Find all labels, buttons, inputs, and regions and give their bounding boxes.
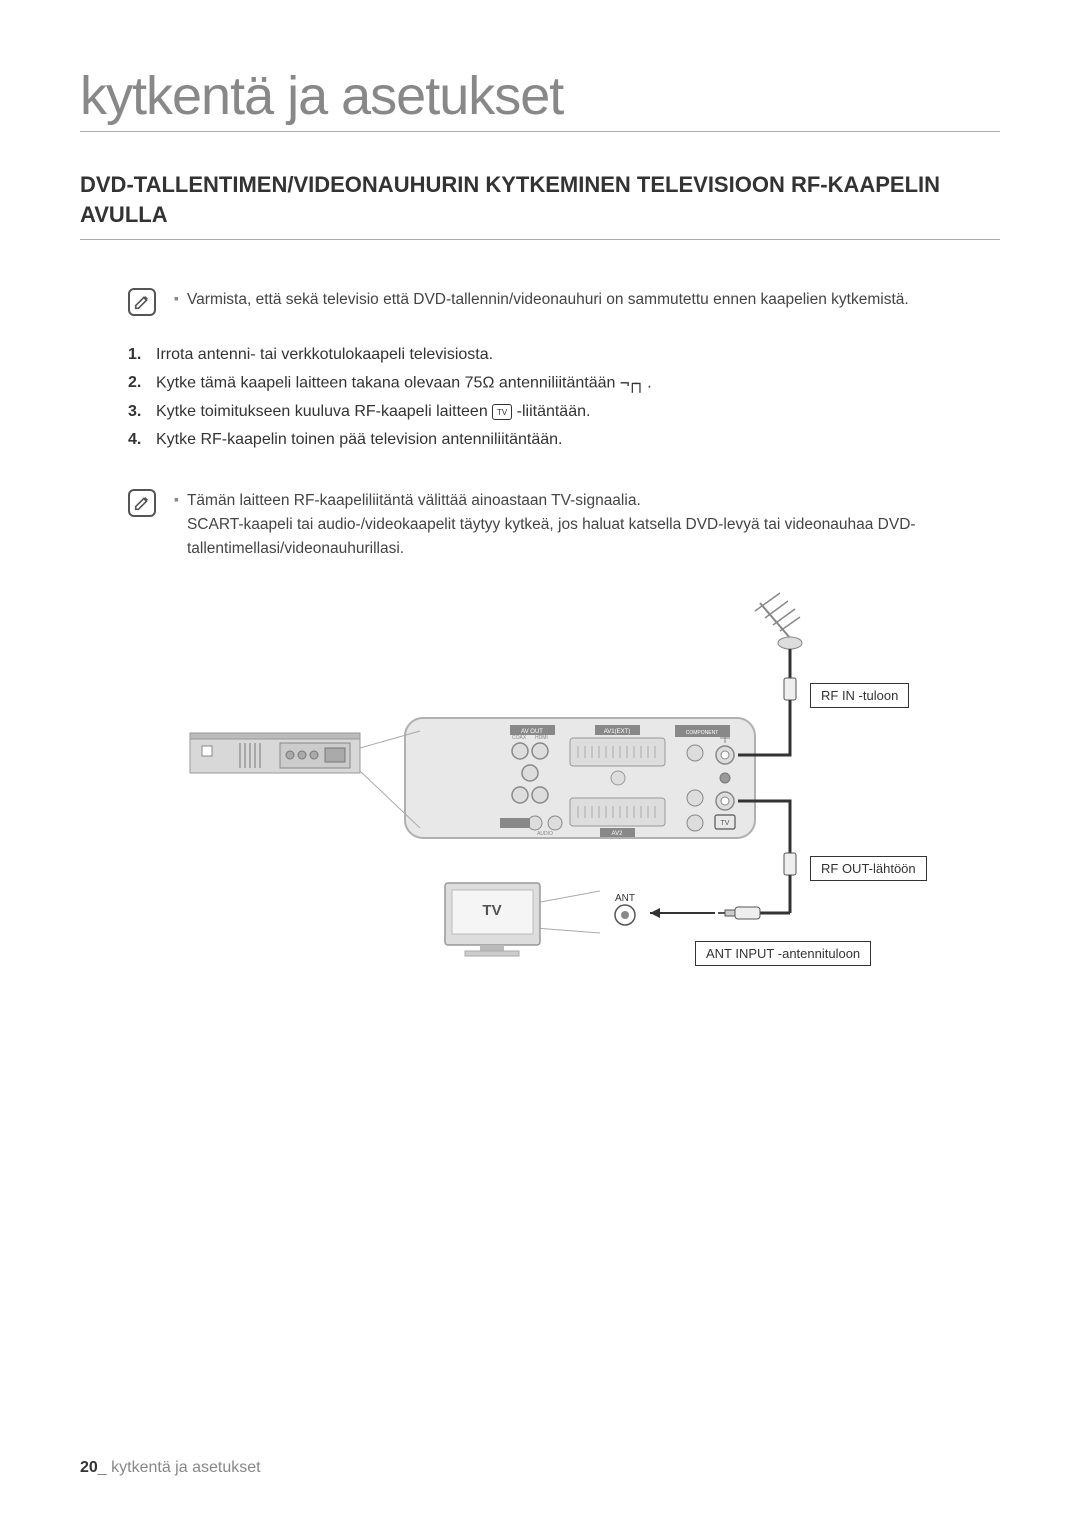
page-footer: 20_ kytkentä ja asetukset [80,1459,261,1477]
svg-text:AUDIO: AUDIO [537,831,553,837]
step-text: Irrota antenni- tai verkkotulokaapeli te… [156,346,493,364]
step-text: Kytke RF-kaapelin toinen pää television … [156,431,562,449]
step-3-part-a: Kytke toimitukseen kuuluva RF-kaapeli la… [156,403,492,420]
page-number: 20 [80,1459,98,1476]
steps-list: 1. Irrota antenni- tai verkkotulokaapeli… [128,346,1000,449]
footer-text: kytkentä ja asetukset [111,1459,260,1476]
step-2-part-b: . [647,375,651,392]
svg-text:COMPONENT: COMPONENT [686,730,719,736]
note-2-line-1: Tämän laitteen RF-kaapeliliitäntä välitt… [187,492,641,509]
label-ant-input: ANT INPUT -antennituloon [695,941,871,966]
svg-text:AV2: AV2 [612,831,624,837]
svg-text:TV: TV [721,820,730,827]
step-1: 1. Irrota antenni- tai verkkotulokaapeli… [128,346,1000,364]
label-rf-out: RF OUT-lähtöön [810,856,927,881]
pencil-note-icon [128,288,156,316]
step-num: 3. [128,403,148,421]
step-3: 3. Kytke toimitukseen kuuluva RF-kaapeli… [128,403,1000,421]
note-text-2: ▪ Tämän laitteen RF-kaapeliliitäntä väli… [174,489,1000,561]
svg-text:COAX: COAX [512,735,527,741]
section-heading: DVD-TALLENTIMEN/VIDEONAUHURIN KYTKEMINEN… [80,170,1000,240]
dvd-recorder-unit [190,733,360,773]
antenna-icon: ¬┌┐ [620,374,643,393]
step-text: Kytke tämä kaapeli laitteen takana oleva… [156,374,652,393]
label-rf-in: RF IN -tuloon [810,683,909,708]
bullet-marker: ▪ [174,489,179,511]
tv-illustration: TV [445,883,540,956]
note-2-line-2: SCART-kaapeli tai audio-/videokaapelit t… [187,516,916,557]
page-title: kytkentä ja asetukset [80,65,1000,132]
step-4: 4. Kytke RF-kaapelin toinen pää televisi… [128,431,1000,449]
svg-text:TV: TV [482,902,501,919]
step-num: 1. [128,346,148,364]
step-3-part-b: -liitäntään. [517,403,591,420]
svg-text:AV1(EXT): AV1(EXT) [604,729,631,735]
connection-diagram: AV OUT COAX HDMI AUDIO [140,583,900,983]
note-text-1: ▪ Varmista, että sekä televisio että DVD… [174,288,909,312]
step-num: 2. [128,374,148,393]
rf-plug [718,907,760,919]
footer-sep: _ [98,1459,111,1476]
svg-text:ANT: ANT [615,893,635,904]
pencil-note-icon [128,489,156,517]
step-2-part-a: Kytke tämä kaapeli laitteen takana oleva… [156,375,620,392]
note-1-text: Varmista, että sekä televisio että DVD-t… [187,288,909,312]
note-block-2: ▪ Tämän laitteen RF-kaapeliliitäntä väli… [128,489,1000,561]
bullet-marker: ▪ [174,288,179,310]
tv-port-icon: TV [492,404,512,420]
step-num: 4. [128,431,148,449]
note-block-1: ▪ Varmista, että sekä televisio että DVD… [128,288,1000,316]
tv-ant-port: ANT [615,893,635,925]
note-2-text: Tämän laitteen RF-kaapeliliitäntä välitt… [187,489,1000,561]
svg-text:HDMI: HDMI [535,735,548,741]
step-2: 2. Kytke tämä kaapeli laitteen takana ol… [128,374,1000,393]
step-text: Kytke toimitukseen kuuluva RF-kaapeli la… [156,403,590,421]
antenna-illustration [755,593,802,649]
